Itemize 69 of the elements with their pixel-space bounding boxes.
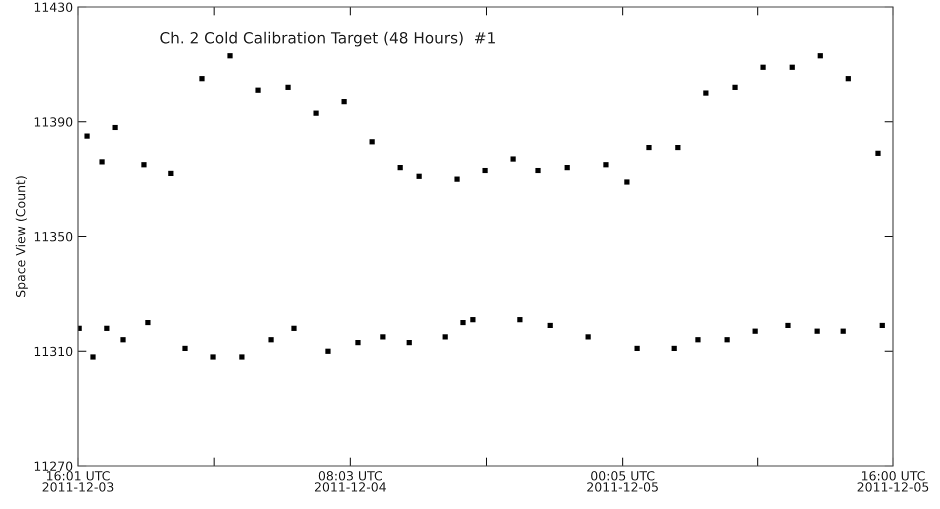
point — [199, 76, 205, 82]
point — [84, 133, 90, 139]
point — [227, 53, 233, 58]
point — [470, 317, 476, 322]
point — [325, 348, 331, 354]
point — [785, 322, 791, 328]
text: Ch. 2 Cold Calibration Target (48 Hours) #1 — [160, 32, 495, 47]
point — [603, 162, 609, 168]
point — [517, 317, 522, 322]
point — [846, 76, 851, 82]
point — [564, 165, 570, 170]
point — [752, 328, 758, 334]
point — [355, 340, 361, 346]
x-tick-label: 16:00 UTC 2011-12-05 — [858, 471, 928, 492]
point — [120, 337, 126, 342]
point — [268, 337, 274, 342]
y-tick-label: 11270 — [34, 461, 72, 471]
point — [510, 156, 516, 162]
point — [460, 320, 466, 326]
point — [285, 84, 291, 90]
point — [104, 326, 110, 331]
y-tick-label: 11350 — [34, 232, 72, 242]
y-axis-title: Space View (Count) — [16, 176, 28, 297]
point — [99, 159, 105, 165]
point — [646, 144, 652, 150]
point — [416, 174, 422, 179]
point — [760, 64, 766, 70]
point — [634, 346, 640, 351]
point — [482, 168, 488, 174]
point — [141, 162, 147, 168]
point — [535, 168, 541, 174]
y-tick-label: 11430 — [34, 2, 72, 12]
point — [112, 124, 118, 130]
point — [814, 328, 820, 334]
point — [370, 139, 375, 144]
y-tick-label: 11310 — [34, 346, 72, 356]
point — [548, 322, 553, 328]
point — [313, 110, 319, 116]
point — [380, 334, 386, 340]
point — [875, 150, 881, 156]
point — [672, 346, 677, 351]
x-tick-label: 00:05 UTC 2011-12-05 — [587, 471, 658, 492]
point — [454, 176, 460, 182]
point — [255, 88, 261, 93]
point — [182, 346, 188, 351]
point — [398, 165, 403, 170]
point — [586, 334, 591, 340]
point — [790, 64, 795, 70]
point — [840, 328, 846, 334]
point — [168, 170, 174, 176]
point — [291, 326, 297, 331]
point — [342, 99, 347, 104]
x-tick-label: 08:03 UTC 2011-12-04 — [314, 471, 386, 492]
y-tick-label: 11390 — [34, 117, 72, 127]
point — [90, 354, 96, 360]
point — [239, 354, 245, 360]
point — [695, 337, 701, 342]
point — [624, 179, 630, 185]
point — [145, 320, 151, 326]
point — [724, 337, 730, 342]
point — [732, 84, 738, 90]
point — [442, 334, 448, 340]
point — [880, 322, 885, 328]
x-tick-label: 16:01 UTC 2011-12-03 — [42, 471, 114, 492]
point — [703, 90, 708, 96]
point — [406, 340, 412, 346]
point — [675, 144, 680, 150]
point — [210, 354, 216, 360]
point — [818, 53, 823, 58]
